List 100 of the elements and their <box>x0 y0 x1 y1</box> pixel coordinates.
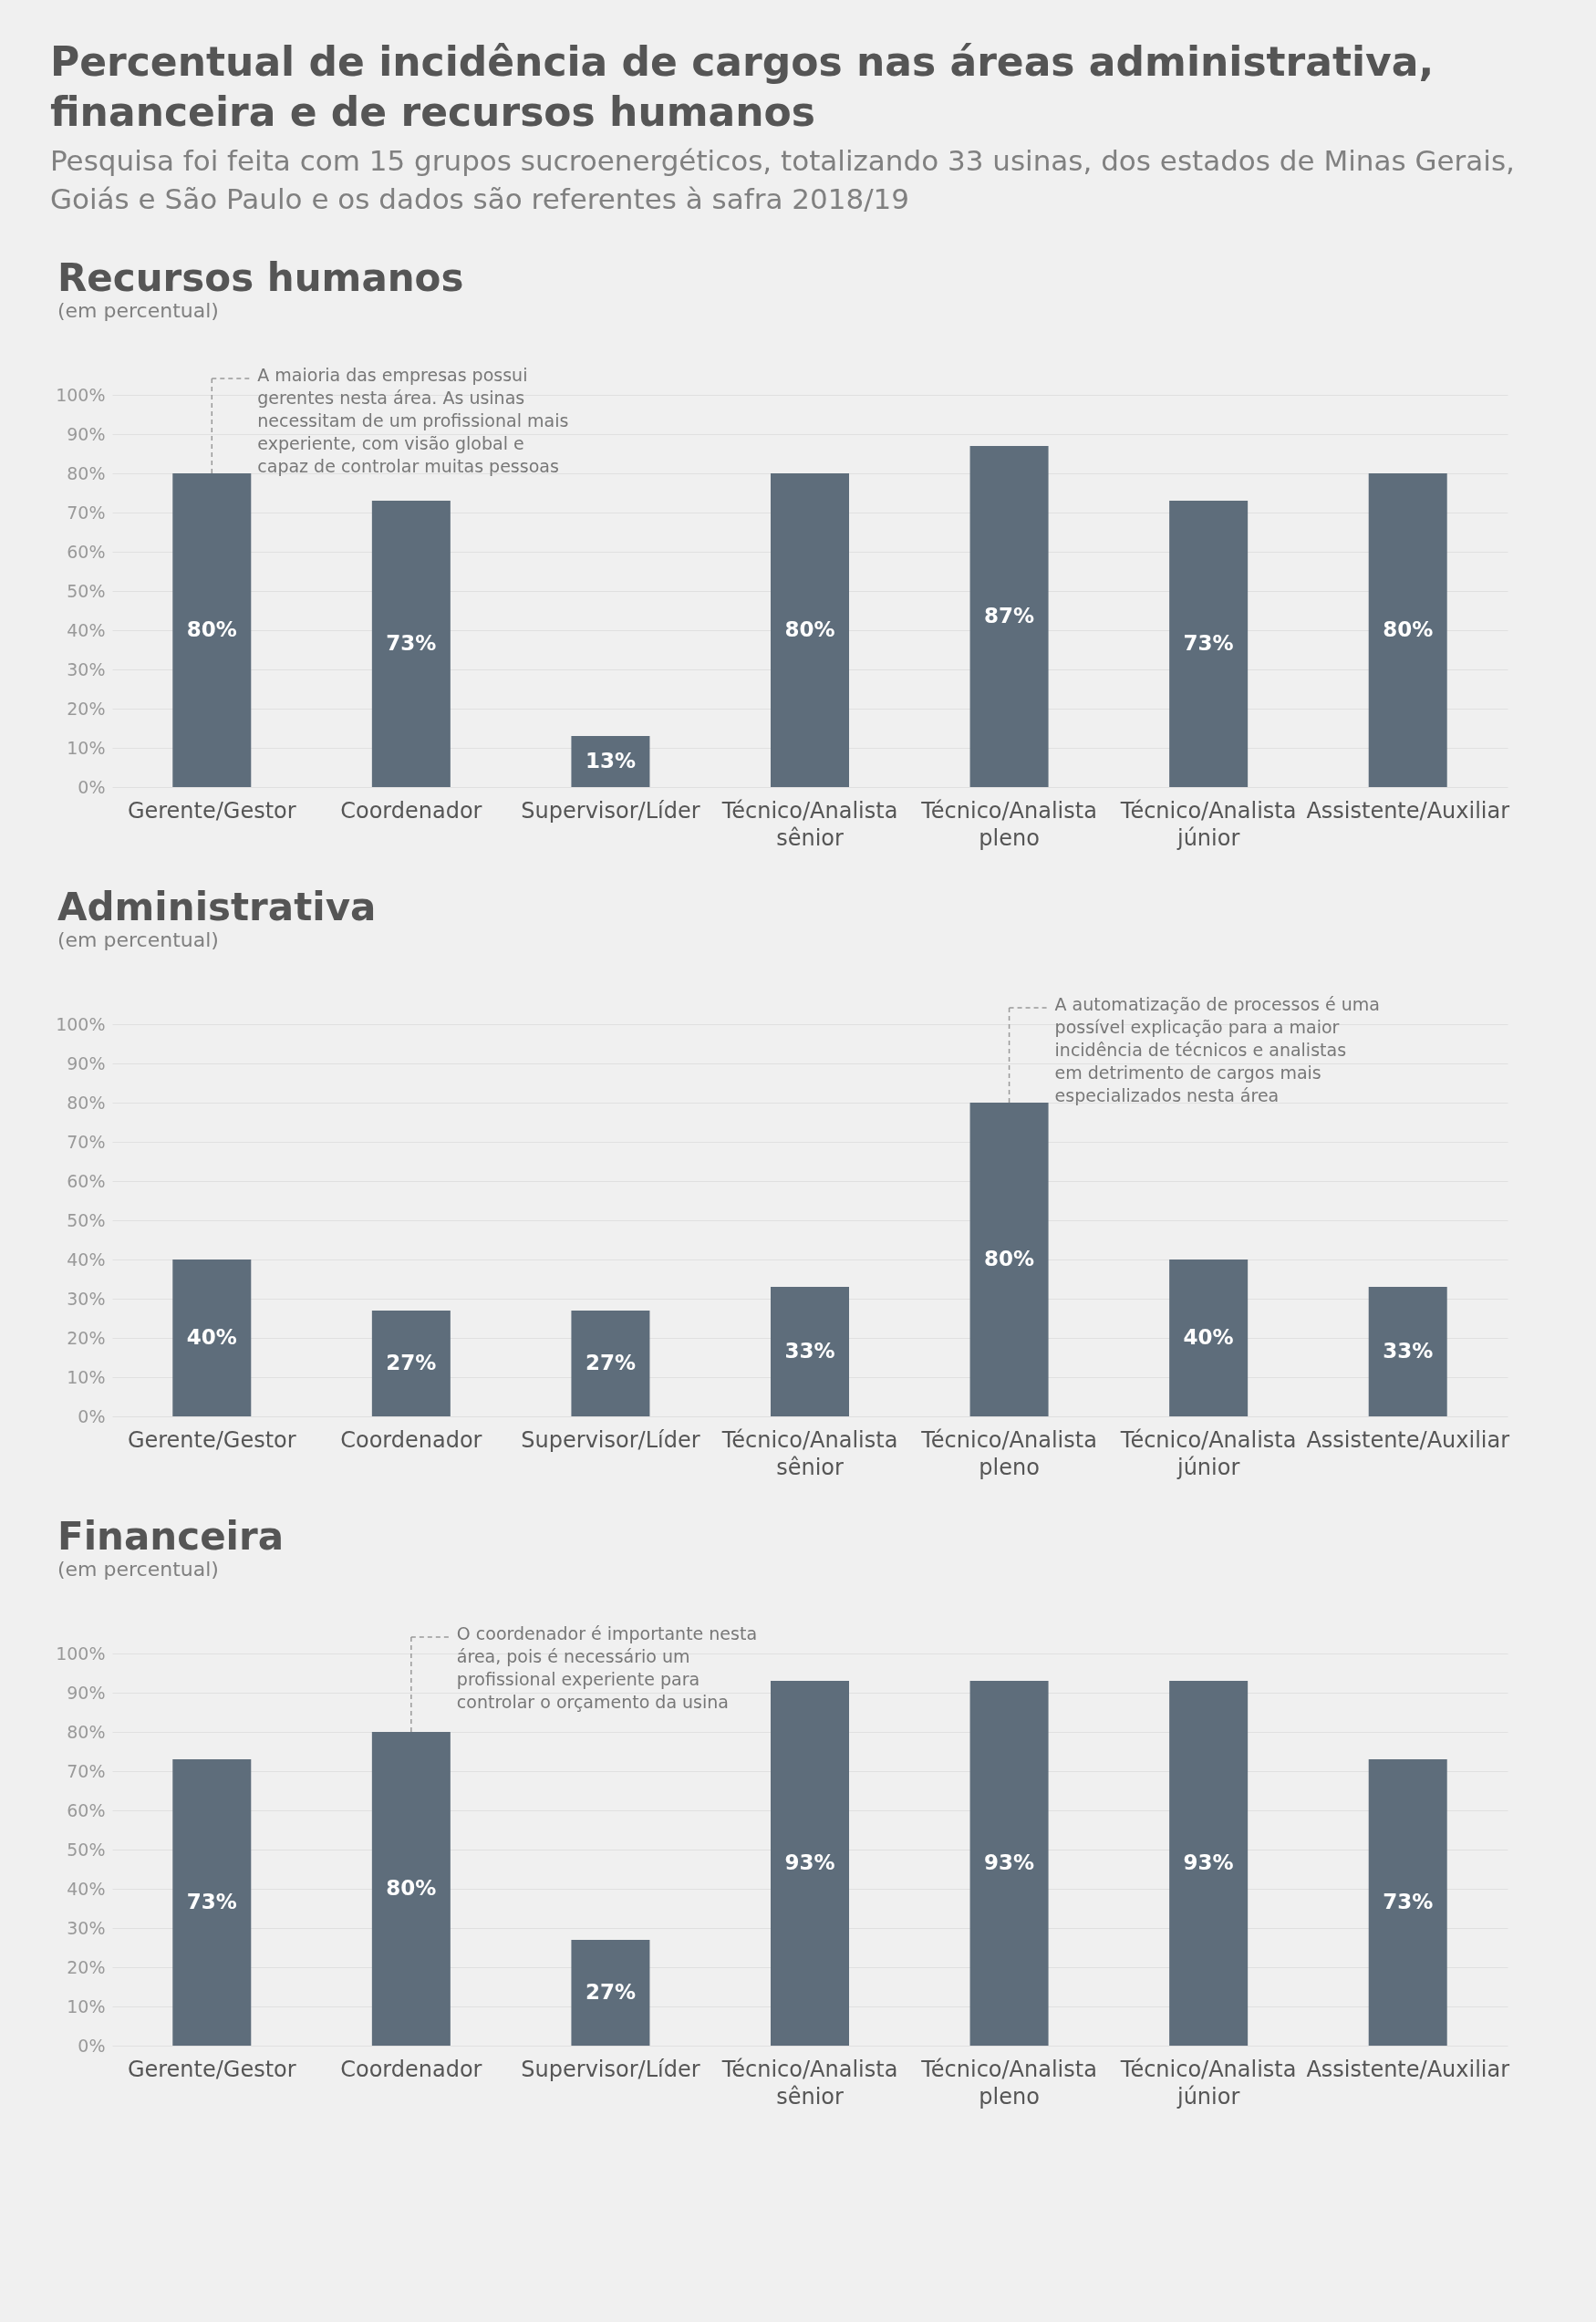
x-tick-label: Supervisor/Líder <box>521 1426 700 1453</box>
y-tick-label: 50% <box>67 1209 106 1230</box>
data-label: 80% <box>1383 617 1434 641</box>
x-tick-label: Coordenador <box>340 797 482 824</box>
x-tick-label: Técnico/Analista júnior <box>1119 1426 1297 1480</box>
y-tick-label: 80% <box>67 1092 106 1113</box>
x-tick-label: Supervisor/Líder <box>521 797 700 824</box>
x-tick-label: Técnico/Analista sênior <box>720 1426 898 1480</box>
data-label: 87% <box>984 603 1035 627</box>
x-tick-label: Técnico/Analista pleno <box>920 797 1097 851</box>
x-tick-label: Gerente/Gestor <box>127 2056 296 2082</box>
y-tick-label: 100% <box>56 1643 106 1664</box>
bar <box>371 500 451 787</box>
y-tick-label: 30% <box>67 1288 106 1309</box>
y-tick-label: 90% <box>67 1682 106 1703</box>
data-label: 27% <box>386 1350 437 1374</box>
x-tick-label: Assistente/Auxiliar <box>1306 2056 1510 2082</box>
bar <box>172 472 252 787</box>
text: Percentual de incidência de cargos nas áreas administrativa, financeira e de recursos humanos <box>50 37 1435 137</box>
annotation: A maioria das empresas possui gerentes nesta área. As usinas necessitam de um profissional mais experiente, com visão global e capaz de controlar muitas pessoas <box>257 364 569 476</box>
y-tick-label: 30% <box>67 1917 106 1938</box>
y-tick-label: 70% <box>67 502 106 523</box>
y-tick-label: 90% <box>67 1052 106 1073</box>
data-label: 80% <box>186 617 237 641</box>
x-tick-label: Técnico/Analista júnior <box>1119 2056 1297 2109</box>
y-tick-label: 0% <box>78 2035 106 2056</box>
y-tick-label: 30% <box>67 658 106 679</box>
y-tick-label: 80% <box>67 1721 106 1742</box>
y-tick-label: 70% <box>67 1760 106 1781</box>
bar <box>571 1939 650 2046</box>
data-label: 80% <box>784 617 835 641</box>
chart-subtitle: (em percentual) <box>57 1557 219 1581</box>
y-tick-label: 40% <box>67 1249 106 1270</box>
y-tick-label: 20% <box>67 1956 106 1977</box>
data-label: 13% <box>585 748 636 772</box>
x-tick-label: Técnico/Analista sênior <box>720 797 898 851</box>
data-label: 80% <box>984 1246 1035 1270</box>
y-tick-label: 10% <box>67 1995 106 2016</box>
x-tick-label: Assistente/Auxiliar <box>1306 797 1510 824</box>
data-label: 93% <box>984 1850 1035 1874</box>
y-tick-label: 50% <box>67 1839 106 1860</box>
data-label: 73% <box>186 1889 237 1913</box>
x-tick-label: Gerente/Gestor <box>127 797 296 824</box>
y-tick-label: 70% <box>67 1131 106 1152</box>
y-tick-label: 10% <box>67 1366 106 1387</box>
bar <box>371 1310 451 1416</box>
y-tick-label: 60% <box>67 1799 106 1820</box>
data-label: 93% <box>784 1850 835 1874</box>
bar <box>771 1286 849 1416</box>
y-tick-label: 0% <box>78 776 106 797</box>
y-tick-label: 50% <box>67 580 106 601</box>
data-label: 73% <box>1183 630 1234 655</box>
y-tick-label: 60% <box>67 1170 106 1191</box>
y-tick-label: 100% <box>56 384 106 405</box>
data-label: 40% <box>1183 1324 1234 1349</box>
x-tick-label: Gerente/Gestor <box>127 1426 296 1453</box>
x-tick-label: Supervisor/Líder <box>521 2056 700 2082</box>
x-tick-label: Técnico/Analista sênior <box>720 2056 898 2109</box>
data-label: 93% <box>1183 1850 1234 1874</box>
bar <box>371 1731 451 2046</box>
data-label: 80% <box>386 1875 437 1900</box>
y-tick-label: 0% <box>78 1405 106 1426</box>
bar <box>771 472 849 787</box>
chart-title: Recursos humanos <box>57 254 464 300</box>
y-tick-label: 20% <box>67 1327 106 1348</box>
bar <box>969 445 1049 787</box>
y-tick-label: 20% <box>67 698 106 719</box>
bar <box>571 1310 650 1416</box>
bar <box>1169 1680 1249 2046</box>
annotation: A automatização de processos é uma possível explicação para a maior incidência de técnicos e analistas em detrimento de cargos mais especializados nesta área <box>1054 993 1380 1105</box>
bar <box>969 1680 1049 2046</box>
x-tick-label: Coordenador <box>340 2056 482 2082</box>
bar <box>771 1680 849 2046</box>
bar <box>969 1102 1049 1416</box>
chart-subtitle: (em percentual) <box>57 928 219 951</box>
text: Pesquisa foi feita com 15 grupos sucroenergéticos, totalizando 33 usinas, dos estados de Minas Gerais, Goiás e São Paulo e os dados são referentes à safra 2018/19 <box>50 143 1516 217</box>
data-label: 27% <box>585 1350 636 1374</box>
x-tick-label: Técnico/Analista júnior <box>1119 797 1297 851</box>
y-tick-label: 60% <box>67 541 106 562</box>
data-label: 33% <box>784 1338 835 1363</box>
y-tick-label: 40% <box>67 1878 106 1899</box>
chart-subtitle: (em percentual) <box>57 298 219 322</box>
data-label: 73% <box>386 630 437 655</box>
bar <box>172 1758 252 2046</box>
bar <box>1368 1758 1447 2046</box>
y-tick-label: 80% <box>67 462 106 483</box>
bar <box>172 1259 252 1416</box>
chart-title: Administrativa <box>57 884 377 929</box>
y-tick-label: 90% <box>67 423 106 444</box>
bar <box>571 735 650 787</box>
data-label: 33% <box>1383 1338 1434 1363</box>
bar <box>1368 472 1447 787</box>
x-tick-label: Assistente/Auxiliar <box>1306 1426 1510 1453</box>
y-tick-label: 40% <box>67 619 106 640</box>
x-tick-label: Técnico/Analista pleno <box>920 1426 1097 1480</box>
bar <box>1169 1259 1249 1416</box>
y-tick-label: 10% <box>67 737 106 758</box>
x-tick-label: Coordenador <box>340 1426 482 1453</box>
data-label: 73% <box>1383 1889 1434 1913</box>
data-label: 40% <box>186 1324 237 1349</box>
